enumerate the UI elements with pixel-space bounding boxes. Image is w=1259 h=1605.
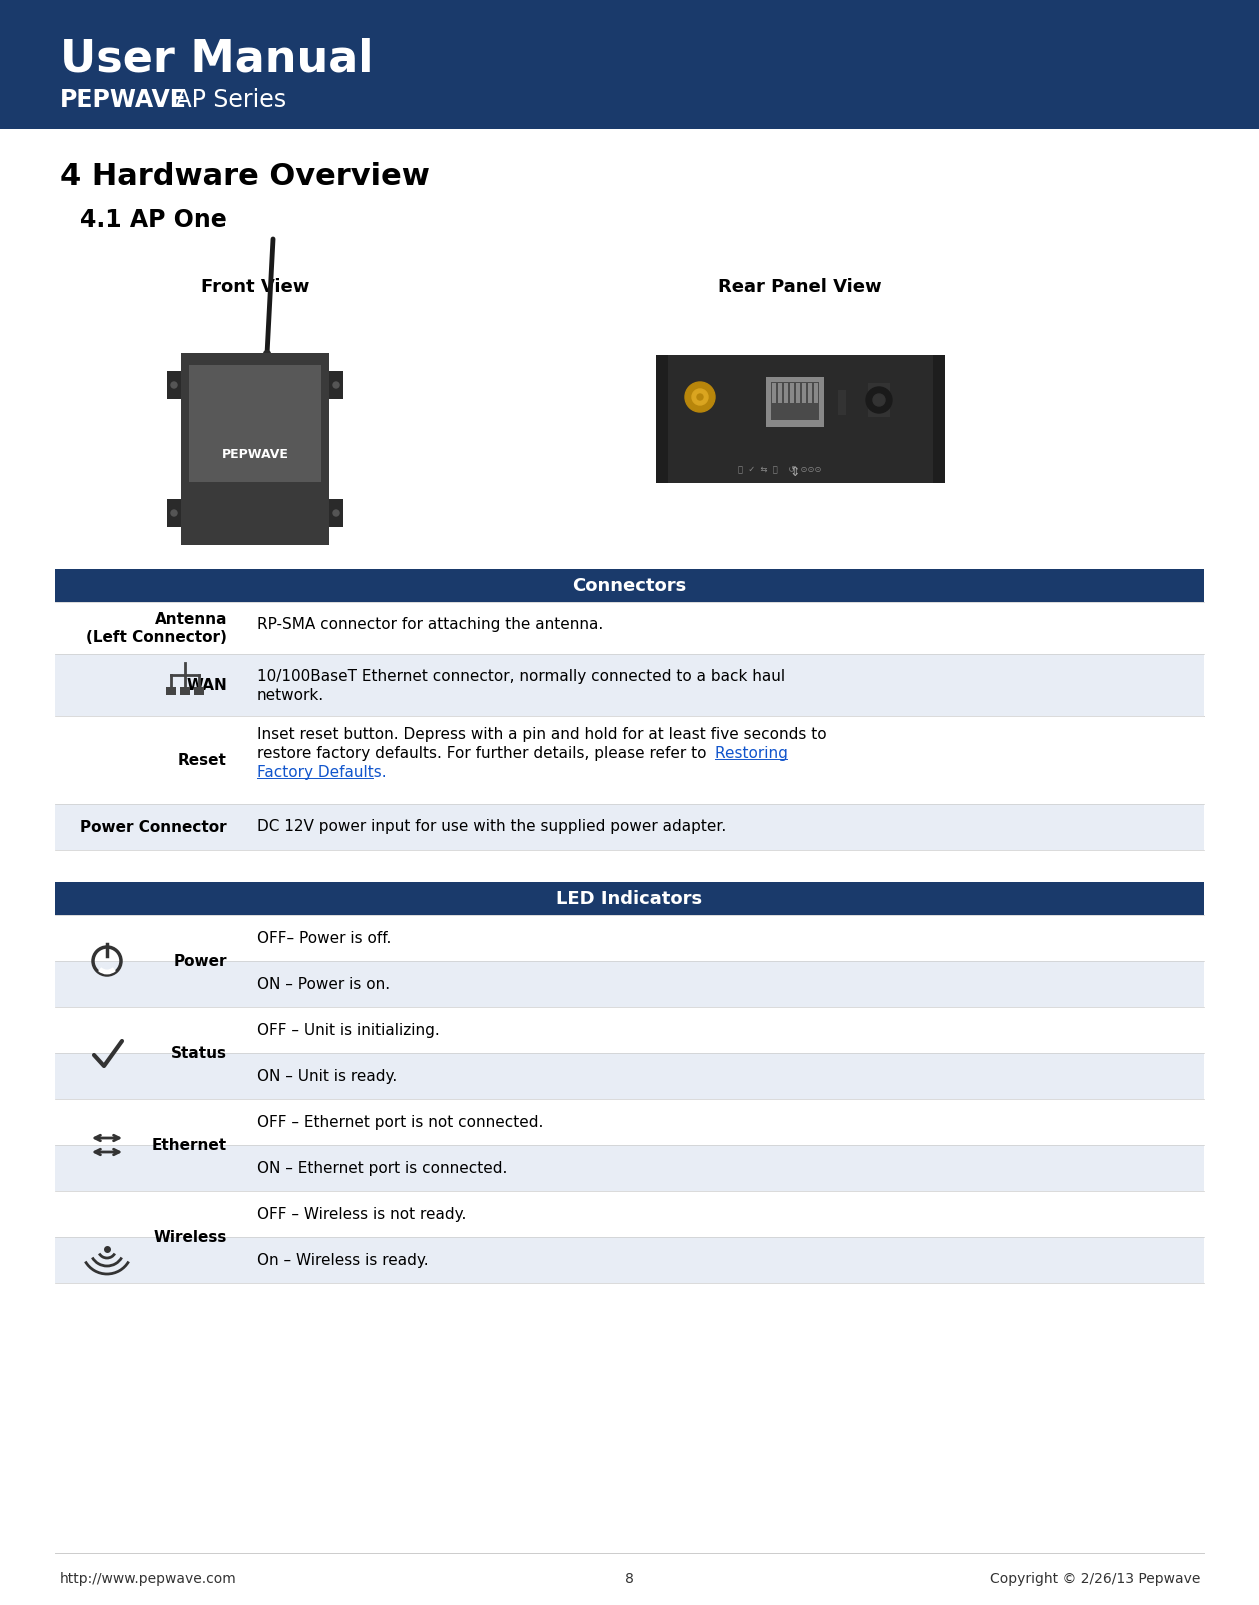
Text: DC 12V power input for use with the supplied power adapter.: DC 12V power input for use with the supp… (257, 819, 726, 833)
Text: OFF – Ethernet port is not connected.: OFF – Ethernet port is not connected. (257, 1115, 544, 1130)
Circle shape (872, 395, 885, 406)
Text: network.: network. (257, 687, 324, 703)
Bar (765, 377, 823, 429)
Text: ON – Power is on.: ON – Power is on. (257, 977, 390, 992)
Bar (55, 1008, 1204, 1053)
Text: RP-SMA connector for attaching the antenna.: RP-SMA connector for attaching the anten… (257, 616, 603, 632)
Bar (933, 356, 946, 483)
Text: Rear Panel View: Rear Panel View (718, 278, 881, 295)
Bar (55, 1191, 1204, 1237)
Text: Copyright © 2/26/13 Pepwave: Copyright © 2/26/13 Pepwave (990, 1571, 1200, 1586)
Circle shape (171, 510, 178, 517)
Text: Status: Status (171, 1046, 227, 1061)
Text: LED Indicators: LED Indicators (556, 889, 703, 907)
Bar (167, 499, 181, 528)
Bar (838, 390, 846, 416)
Text: (Left Connector): (Left Connector) (86, 631, 227, 645)
Text: PEPWAVE: PEPWAVE (222, 448, 288, 461)
Bar (772, 384, 776, 404)
Text: Antenna: Antenna (155, 612, 227, 628)
Bar (802, 384, 806, 404)
Bar (784, 384, 788, 404)
Bar (55, 804, 1204, 851)
Text: ⇕: ⇕ (789, 465, 801, 478)
Text: http://www.pepwave.com: http://www.pepwave.com (60, 1571, 237, 1586)
Bar (55, 716, 1204, 804)
Text: Factory Defaults.: Factory Defaults. (257, 764, 387, 780)
Bar (669, 356, 933, 483)
Bar (867, 384, 890, 417)
Bar (329, 372, 342, 400)
Bar (55, 602, 1204, 655)
Text: PEPWAVE: PEPWAVE (60, 88, 186, 112)
Text: Power Connector: Power Connector (81, 820, 227, 835)
Bar (55, 1146, 1204, 1191)
Bar (771, 382, 820, 421)
Text: On – Wireless is ready.: On – Wireless is ready. (257, 1254, 428, 1268)
Circle shape (697, 395, 703, 401)
Bar (778, 384, 782, 404)
Bar (0, 0, 1259, 130)
Bar (789, 384, 794, 404)
Text: Reset: Reset (178, 753, 227, 769)
Bar (55, 1099, 1204, 1146)
Circle shape (332, 510, 339, 517)
Bar (55, 655, 1204, 716)
Circle shape (171, 382, 178, 388)
Text: Power: Power (174, 953, 227, 969)
Bar (796, 384, 799, 404)
Text: OFF– Power is off.: OFF– Power is off. (257, 931, 392, 945)
Circle shape (866, 388, 891, 414)
Text: Wireless: Wireless (154, 1229, 227, 1245)
Text: ⏻  ✓  ⇆  ⦾    ↺  ⊙⊙⊙: ⏻ ✓ ⇆ ⦾ ↺ ⊙⊙⊙ (738, 465, 822, 473)
Text: WAN: WAN (186, 677, 227, 693)
Circle shape (692, 390, 708, 406)
Text: Connectors: Connectors (572, 576, 686, 594)
Bar (815, 384, 818, 404)
Text: Reset: Reset (178, 753, 227, 769)
Text: Inset reset button. Depress with a pin and hold for at least five seconds to: Inset reset button. Depress with a pin a… (257, 727, 827, 742)
Bar (167, 372, 181, 400)
Text: ON – Unit is ready.: ON – Unit is ready. (257, 1069, 398, 1083)
Bar (656, 356, 669, 483)
Bar (55, 716, 1204, 804)
Bar (55, 915, 1204, 961)
Text: restore factory defaults. For further details, please refer to: restore factory defaults. For further de… (257, 746, 711, 761)
Bar (0, 130, 1259, 175)
Bar (189, 366, 321, 483)
Text: 10/100BaseT Ethernet connector, normally connected to a back haul: 10/100BaseT Ethernet connector, normally… (257, 669, 786, 684)
Text: 4.1 AP One: 4.1 AP One (81, 209, 227, 231)
Text: Ethernet: Ethernet (152, 1138, 227, 1152)
Bar (808, 384, 812, 404)
Circle shape (685, 382, 715, 412)
Text: OFF – Wireless is not ready.: OFF – Wireless is not ready. (257, 1207, 466, 1221)
Bar (180, 687, 190, 695)
Bar (55, 1053, 1204, 1099)
Text: 8: 8 (624, 1571, 633, 1586)
Text: ON – Ethernet port is connected.: ON – Ethernet port is connected. (257, 1160, 507, 1176)
Text: Front View: Front View (201, 278, 310, 295)
Text: User Manual: User Manual (60, 39, 374, 80)
Bar (55, 883, 1204, 915)
Bar (329, 499, 342, 528)
Circle shape (332, 382, 339, 388)
Text: AP Series: AP Series (167, 88, 286, 112)
Bar (181, 353, 329, 546)
Text: Restoring: Restoring (715, 746, 793, 761)
Ellipse shape (0, 104, 1259, 165)
Bar (55, 570, 1204, 602)
Bar (166, 687, 176, 695)
Bar (55, 961, 1204, 1008)
Text: 4 Hardware Overview: 4 Hardware Overview (60, 162, 429, 191)
Text: OFF – Unit is initializing.: OFF – Unit is initializing. (257, 1022, 439, 1038)
Bar (55, 1237, 1204, 1284)
Bar (194, 687, 204, 695)
